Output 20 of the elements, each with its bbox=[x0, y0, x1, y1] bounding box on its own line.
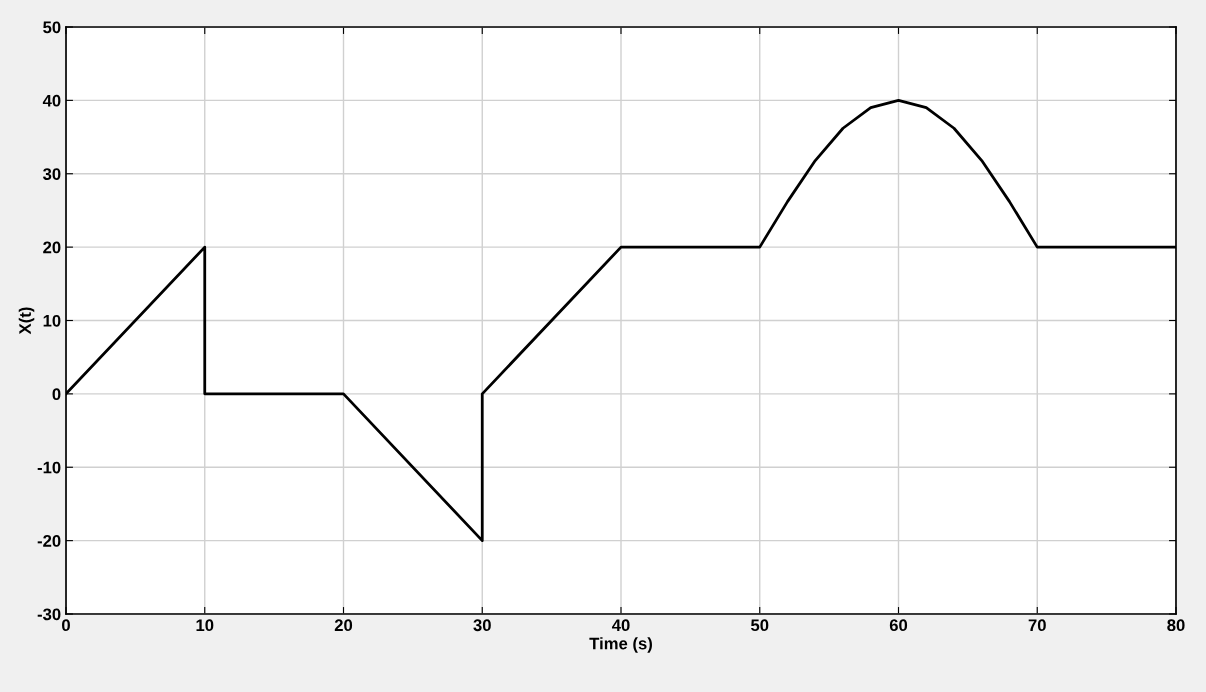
y-tick-label: 0 bbox=[52, 388, 61, 401]
y-axis-title: X(t) bbox=[18, 307, 35, 335]
y-tick-label: 40 bbox=[42, 94, 61, 107]
x-tick-label: 10 bbox=[196, 619, 214, 632]
y-tick-label: -30 bbox=[37, 608, 61, 621]
x-tick-label: 70 bbox=[1028, 619, 1046, 632]
x-tick-label: 0 bbox=[62, 619, 70, 632]
x-tick-label: 40 bbox=[611, 619, 630, 632]
y-tick-label: -20 bbox=[37, 535, 61, 547]
y-tick-label: 50 bbox=[43, 21, 61, 34]
y-tick-label: 20 bbox=[43, 241, 61, 254]
y-tick-label: 10 bbox=[43, 314, 61, 327]
y-tick-label: 30 bbox=[42, 168, 61, 180]
x-tick-label: 50 bbox=[750, 619, 769, 632]
x-tick-label: 60 bbox=[889, 619, 908, 632]
x-tick-label: 30 bbox=[473, 619, 491, 632]
y-tick-label: -10 bbox=[37, 461, 61, 474]
x-tick-label: 20 bbox=[334, 619, 353, 632]
x-axis-title: Time (s) bbox=[589, 637, 652, 653]
x-tick-label: 80 bbox=[1167, 619, 1185, 632]
